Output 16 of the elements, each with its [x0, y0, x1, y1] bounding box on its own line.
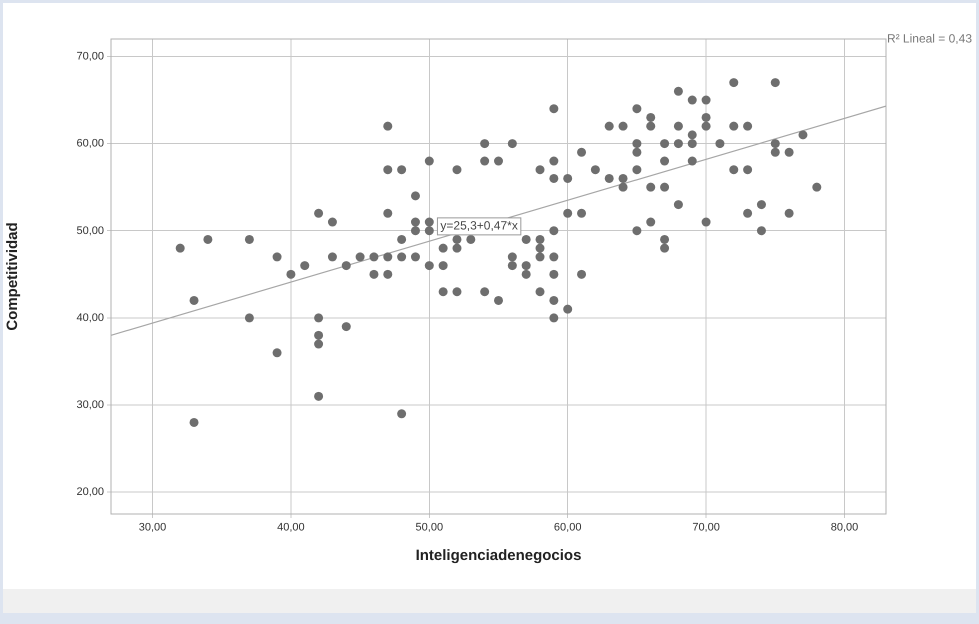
y-tick-label: 60,00 [76, 138, 104, 150]
y-tick-label: 20,00 [76, 486, 104, 498]
text: R² Lineal = 0,43 [886, 31, 972, 46]
x-tick-label: 40,00 [277, 522, 305, 534]
y-tick-label: 50,00 [76, 224, 104, 237]
x-tick-label: 60,00 [554, 522, 582, 534]
y-axis-title: Competitividad [4, 222, 22, 331]
x-tick-label: 80,00 [830, 522, 858, 534]
annotation: y=25,3+0,47*x [440, 218, 518, 233]
x-tick-label: 50,00 [416, 522, 444, 534]
x-tick-label: 70,00 [692, 522, 720, 534]
y-tick-label: 30,00 [76, 399, 104, 412]
y-tick-label: 40,00 [76, 312, 104, 324]
x-axis-title: Inteligenciadenegocios [416, 547, 582, 564]
x-tick-label: 30,00 [138, 522, 166, 534]
y-tick-label: 70,00 [76, 50, 104, 62]
